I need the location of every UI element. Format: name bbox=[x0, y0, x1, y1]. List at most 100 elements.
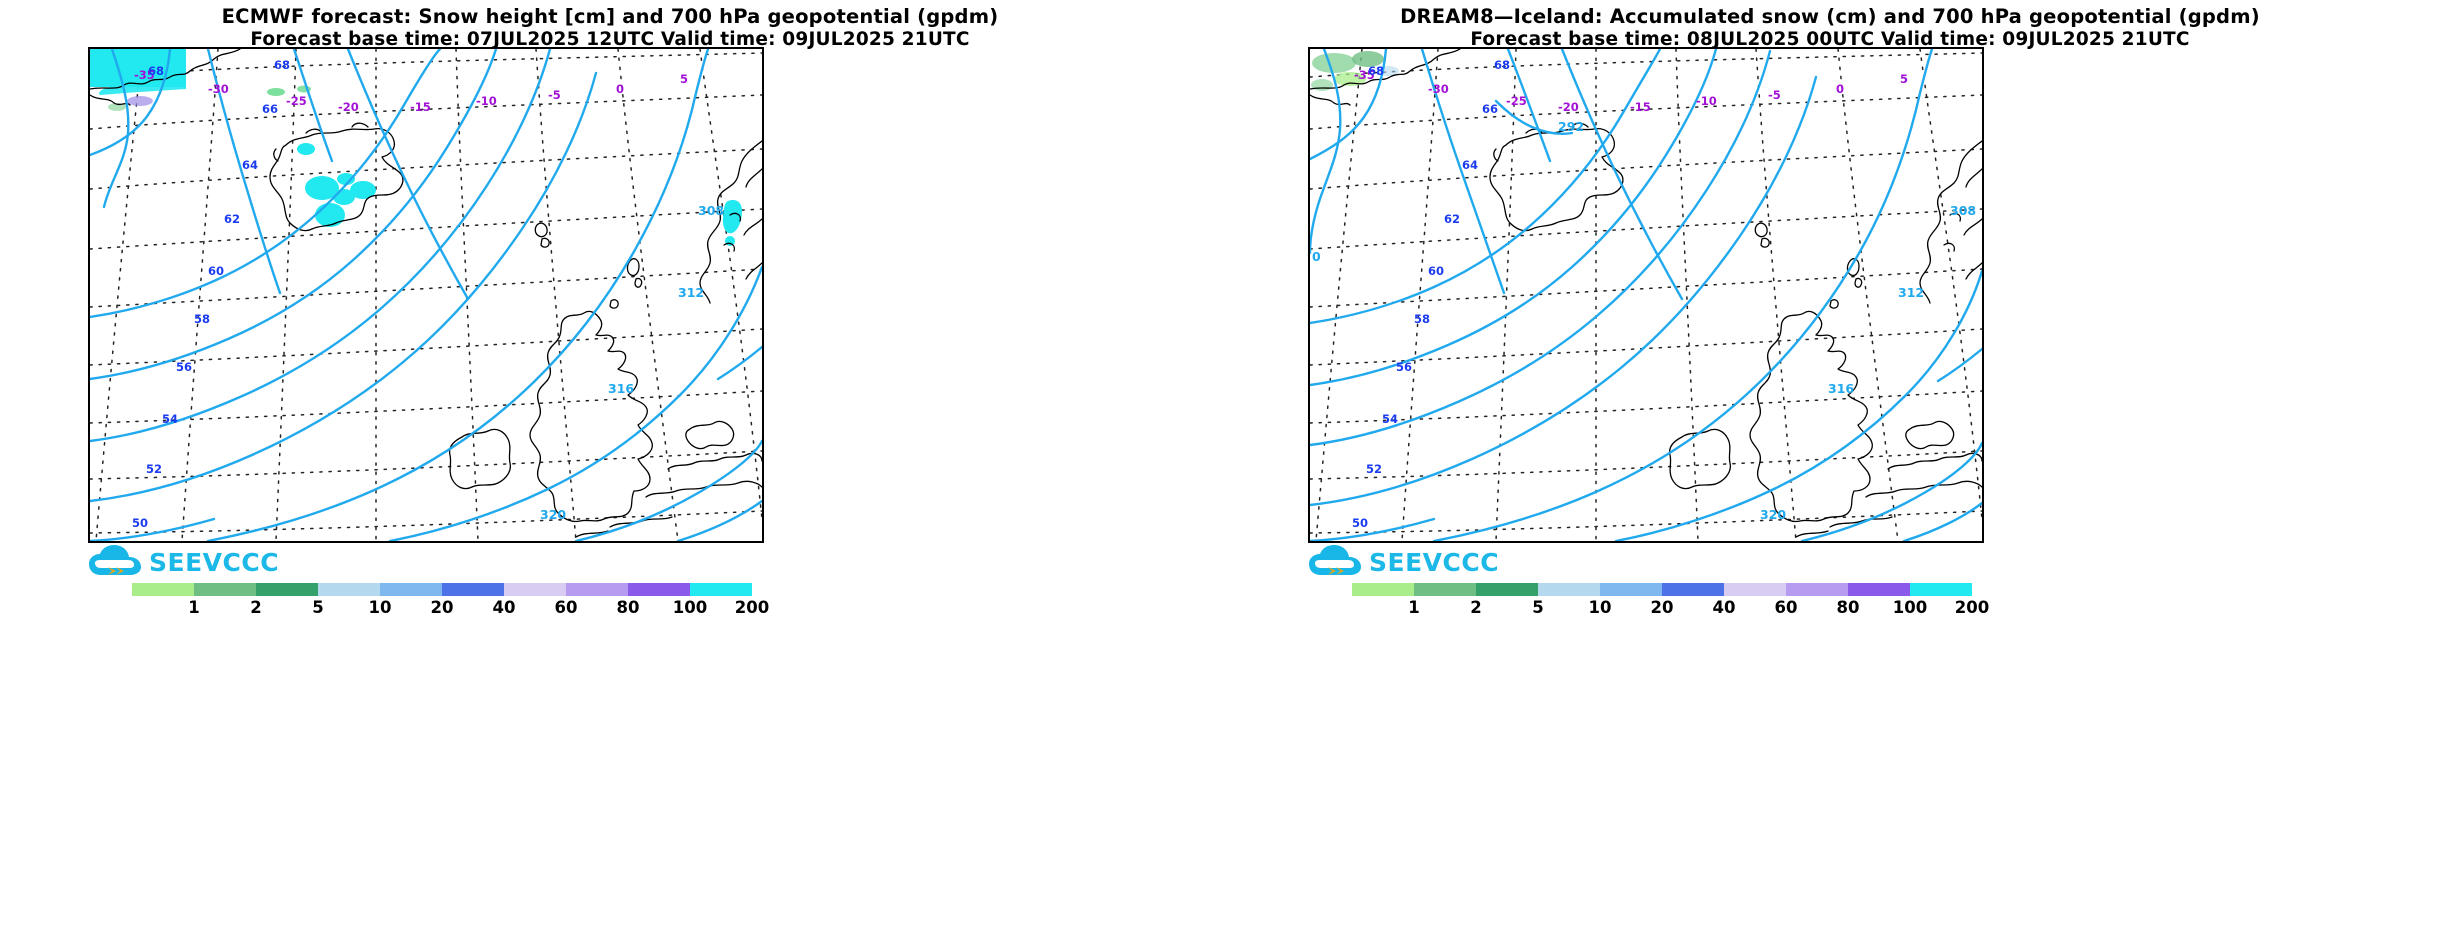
panel-subtitle-left: Forecast base time: 07JUL2025 12UTC Vali… bbox=[250, 28, 970, 50]
colorbar-tick: 1 bbox=[188, 598, 200, 617]
svg-text:308: 308 bbox=[1950, 203, 1976, 218]
snow-shading-left bbox=[90, 49, 742, 246]
colorbar-tick: 80 bbox=[1836, 598, 1860, 617]
geopotential-contours-right bbox=[1310, 49, 1982, 541]
colorbar-tick: 5 bbox=[312, 598, 324, 617]
svg-text:316: 316 bbox=[608, 381, 634, 396]
colorbar-tick: 80 bbox=[616, 598, 640, 617]
colorbar-tick: 40 bbox=[492, 598, 516, 617]
svg-text:-25: -25 bbox=[1506, 94, 1527, 108]
colorbar-tick: 20 bbox=[430, 598, 454, 617]
geopotential-labels-left: 308 312 316 320 bbox=[540, 203, 724, 522]
seevccc-logo-text-right: SEEVCCC bbox=[1369, 547, 1500, 577]
colorbar-tick: 2 bbox=[1470, 598, 1482, 617]
colorbar-segment bbox=[1414, 583, 1476, 596]
latitude-labels-left: 68 68 66 64 62 60 58 56 54 52 50 bbox=[132, 58, 290, 530]
colorbar-tick: 100 bbox=[672, 598, 708, 617]
colorbar-segment bbox=[1848, 583, 1910, 596]
colorbar-tick: 100 bbox=[1892, 598, 1928, 617]
svg-text:68: 68 bbox=[148, 64, 164, 78]
seevccc-logo-left: SEEVCCC bbox=[88, 541, 318, 583]
svg-text:312: 312 bbox=[678, 285, 704, 300]
colorbar-left: 1 2 5 10 20 40 60 80 100 200 bbox=[132, 583, 769, 623]
colorbar-tick: 10 bbox=[1588, 598, 1612, 617]
svg-text:308: 308 bbox=[698, 203, 724, 218]
svg-text:58: 58 bbox=[194, 312, 210, 326]
svg-text:320: 320 bbox=[540, 507, 566, 522]
svg-text:50: 50 bbox=[1352, 516, 1368, 530]
svg-text:-5: -5 bbox=[548, 88, 561, 102]
colorbar-gradient-right bbox=[1352, 583, 1972, 596]
panel-title-block-left: ECMWF forecast: Snow height [cm] and 700… bbox=[0, 5, 1220, 50]
colorbar-segment bbox=[380, 583, 442, 596]
svg-text:58: 58 bbox=[1414, 312, 1430, 326]
svg-text:-25: -25 bbox=[286, 94, 307, 108]
colorbar-segment bbox=[1352, 583, 1414, 596]
panel-dream8: DREAM8—Iceland: Accumulated snow (cm) an… bbox=[1220, 0, 2440, 925]
colorbar-segment bbox=[1600, 583, 1662, 596]
svg-text:320: 320 bbox=[1760, 507, 1786, 522]
colorbar-tick: 5 bbox=[1532, 598, 1544, 617]
svg-text:50: 50 bbox=[132, 516, 148, 530]
colorbar-ticks-right: 1 2 5 10 20 40 60 80 100 200 bbox=[1352, 598, 1989, 620]
colorbar-right: 1 2 5 10 20 40 60 80 100 200 bbox=[1352, 583, 1989, 623]
svg-text:52: 52 bbox=[1366, 462, 1382, 476]
svg-text:5: 5 bbox=[680, 72, 688, 86]
svg-text:66: 66 bbox=[1482, 102, 1498, 116]
svg-text:66: 66 bbox=[262, 102, 278, 116]
longitude-labels-right: -35 -30 -25 -20 -15 -10 -5 0 5 bbox=[1354, 68, 1908, 114]
svg-text:-30: -30 bbox=[208, 82, 229, 96]
colorbar-tick: 60 bbox=[1774, 598, 1798, 617]
panel-title-right: DREAM8—Iceland: Accumulated snow (cm) an… bbox=[1400, 5, 2260, 28]
colorbar-segment bbox=[1724, 583, 1786, 596]
svg-text:68: 68 bbox=[1494, 58, 1510, 72]
svg-text:292: 292 bbox=[1558, 119, 1584, 134]
svg-text:68: 68 bbox=[274, 58, 290, 72]
colorbar-segment bbox=[504, 583, 566, 596]
map-canvas-left: -35 -30 -25 -20 -15 -10 -5 0 5 68 68 bbox=[90, 49, 762, 541]
colorbar-tick: 20 bbox=[1650, 598, 1674, 617]
svg-text:0: 0 bbox=[616, 82, 624, 96]
colorbar-segment bbox=[1662, 583, 1724, 596]
colorbar-segment bbox=[690, 583, 752, 596]
svg-text:68: 68 bbox=[1368, 64, 1384, 78]
svg-text:60: 60 bbox=[208, 264, 224, 278]
colorbar-segment bbox=[1476, 583, 1538, 596]
colorbar-tick: 200 bbox=[1954, 598, 1990, 617]
graticule-left bbox=[90, 49, 762, 541]
panel-title-left: ECMWF forecast: Snow height [cm] and 700… bbox=[221, 5, 999, 28]
colorbar-segment bbox=[628, 583, 690, 596]
snow-shading-right bbox=[1311, 51, 1399, 91]
svg-text:0: 0 bbox=[1312, 249, 1321, 264]
geopotential-labels-right: 292 308 312 316 320 0 bbox=[1312, 119, 1976, 522]
colorbar-segment bbox=[194, 583, 256, 596]
svg-text:62: 62 bbox=[224, 212, 240, 226]
cloud-icon bbox=[88, 545, 142, 579]
colorbar-segment bbox=[318, 583, 380, 596]
svg-text:-15: -15 bbox=[1630, 100, 1651, 114]
svg-text:-10: -10 bbox=[476, 94, 497, 108]
svg-text:60: 60 bbox=[1428, 264, 1444, 278]
svg-text:316: 316 bbox=[1828, 381, 1854, 396]
seevccc-logo-text-left: SEEVCCC bbox=[149, 547, 280, 577]
svg-text:64: 64 bbox=[242, 158, 258, 172]
longitude-labels-left: -35 -30 -25 -20 -15 -10 -5 0 5 bbox=[134, 68, 688, 114]
colorbar-segment bbox=[1538, 583, 1600, 596]
svg-text:-15: -15 bbox=[410, 100, 431, 114]
seevccc-logo-right: SEEVCCC bbox=[1308, 541, 1538, 583]
svg-text:-10: -10 bbox=[1696, 94, 1717, 108]
svg-text:-35: -35 bbox=[1354, 68, 1375, 82]
svg-text:54: 54 bbox=[162, 412, 178, 426]
svg-text:-5: -5 bbox=[1768, 88, 1781, 102]
colorbar-tick: 1 bbox=[1408, 598, 1420, 617]
colorbar-segment bbox=[256, 583, 318, 596]
map-frame-right[interactable]: -35 -30 -25 -20 -15 -10 -5 0 5 68 68 66 bbox=[1308, 47, 1984, 543]
svg-text:-35: -35 bbox=[134, 68, 155, 82]
svg-text:-20: -20 bbox=[1558, 100, 1579, 114]
map-frame-left[interactable]: -35 -30 -25 -20 -15 -10 -5 0 5 68 68 bbox=[88, 47, 764, 543]
colorbar-tick: 2 bbox=[250, 598, 262, 617]
svg-text:5: 5 bbox=[1900, 72, 1908, 86]
svg-text:62: 62 bbox=[1444, 212, 1460, 226]
colorbar-ticks-left: 1 2 5 10 20 40 60 80 100 200 bbox=[132, 598, 769, 620]
